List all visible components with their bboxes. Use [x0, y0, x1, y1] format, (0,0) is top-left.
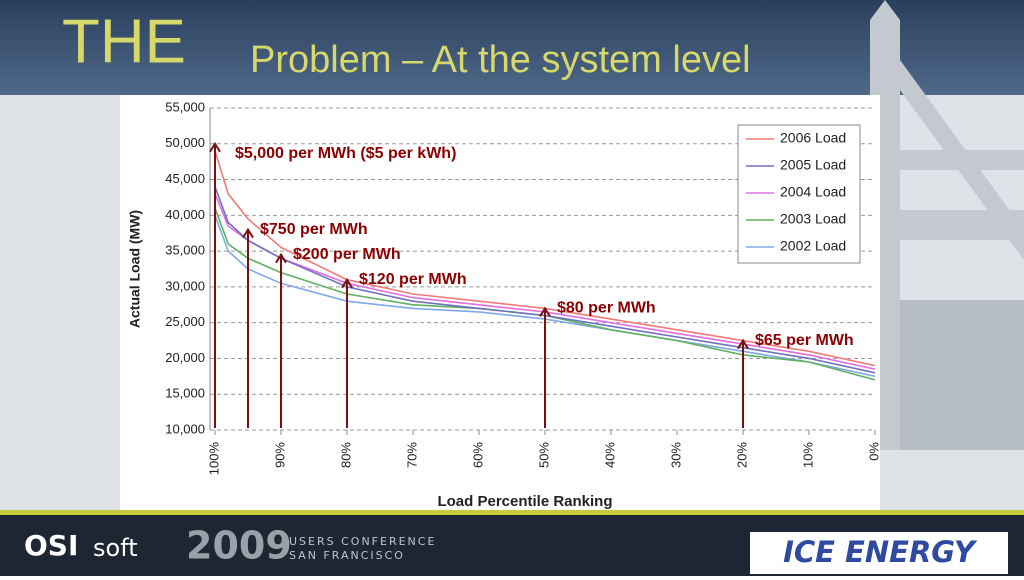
legend-label: 2005 Load — [780, 157, 846, 173]
x-tick-label: 30% — [668, 442, 683, 468]
y-tick-label: 50,000 — [165, 135, 205, 150]
price-annotation: $200 per MWh — [293, 246, 401, 263]
y-tick-label: 30,000 — [165, 278, 205, 293]
price-annotation: $65 per MWh — [755, 332, 854, 349]
footer-rule — [0, 510, 1024, 515]
x-tick-label: 90% — [272, 442, 287, 468]
x-tick-label: 20% — [734, 442, 749, 468]
price-annotation: $5,000 per MWh ($5 per kWh) — [235, 145, 456, 162]
y-tick-label: 15,000 — [165, 386, 205, 401]
y-tick-label: 20,000 — [165, 350, 205, 365]
legend-box — [737, 124, 861, 264]
arrow-head — [209, 141, 221, 153]
price-annotation: $750 per MWh — [260, 221, 368, 238]
logo-soft: soft — [93, 534, 138, 562]
x-tick-label: 100% — [206, 442, 221, 476]
legend-label: 2003 Load — [780, 211, 846, 227]
x-tick-label: 0% — [866, 442, 881, 461]
title: Problem – At the system level — [250, 39, 751, 81]
header-band — [0, 0, 1024, 95]
y-tick-label: 40,000 — [165, 207, 205, 222]
arrow-head — [539, 306, 551, 317]
x-tick-label: 50% — [536, 442, 551, 468]
x-tick-label: 70% — [404, 442, 419, 468]
x-axis-label: Load Percentile Ranking — [437, 493, 612, 510]
arrow-head — [242, 227, 254, 239]
arrow-head — [737, 338, 749, 350]
conference-year: 2009 — [186, 524, 292, 568]
bridge-graphic — [870, 0, 1024, 450]
title-lead: THE — [62, 7, 186, 76]
legend-label: 2002 Load — [780, 238, 846, 254]
arrow-head — [275, 252, 287, 264]
x-tick-label: 60% — [470, 442, 485, 468]
y-tick-label: 45,000 — [165, 171, 205, 186]
y-tick-label: 10,000 — [165, 421, 205, 436]
y-axis-label: Actual Load (MW) — [127, 210, 143, 328]
legend-label: 2006 Load — [780, 130, 846, 146]
price-annotation: $80 per MWh — [557, 300, 656, 317]
y-tick-label: 55,000 — [165, 99, 205, 114]
partner-logo: ICE ENERGY — [783, 535, 978, 569]
chart: 10,000 15,000 20,000 25,000 30,000 35,000 40,0… — [127, 99, 882, 510]
logo-osi: OSI — [24, 529, 78, 562]
partner-logo-box — [750, 532, 1008, 574]
x-tick-label: 10% — [800, 442, 815, 468]
y-tick-label: 35,000 — [165, 243, 205, 258]
price-annotation: $120 per MWh — [359, 271, 467, 288]
legend-label: 2004 Load — [780, 184, 846, 200]
conference-line: USERS CONFERENCE — [289, 535, 436, 548]
y-tick-label: 25,000 — [165, 314, 205, 329]
x-tick-label: 80% — [338, 442, 353, 468]
arrow-head — [341, 277, 353, 289]
conference-line: SAN FRANCISCO — [289, 549, 405, 562]
x-tick-label: 40% — [602, 442, 617, 468]
